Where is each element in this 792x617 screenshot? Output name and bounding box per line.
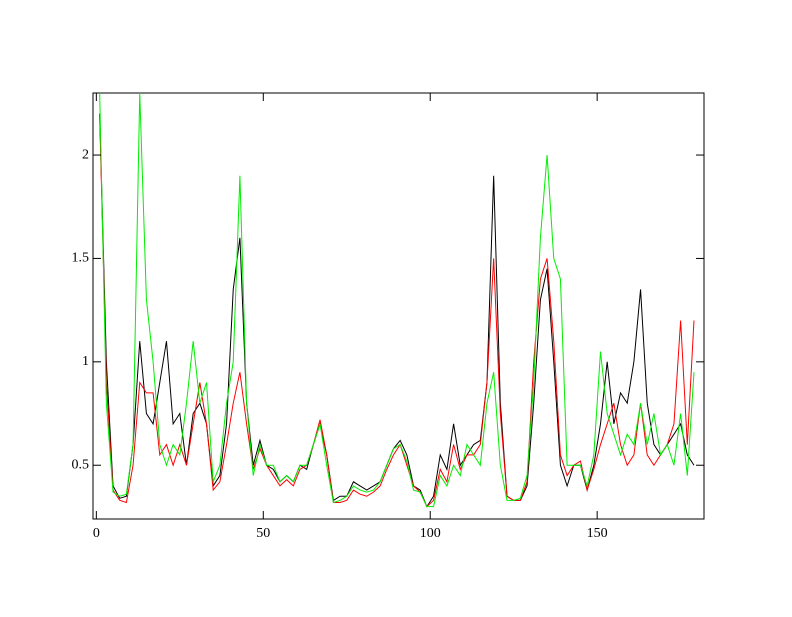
y-tick-label: 0.5 xyxy=(72,457,90,472)
data-line xyxy=(99,93,695,508)
y-tick-label: 1 xyxy=(82,354,89,369)
y-tick-label: 1.5 xyxy=(72,251,90,266)
y-tick-label: 2 xyxy=(82,147,89,162)
x-tick-label: 50 xyxy=(256,526,270,541)
x-tick-label: 150 xyxy=(587,526,608,541)
x-tick-label: 100 xyxy=(420,526,441,541)
plot-frame xyxy=(92,92,705,520)
data-line xyxy=(99,113,695,508)
data-line xyxy=(99,113,695,508)
x-tick-label: 0 xyxy=(93,526,100,541)
